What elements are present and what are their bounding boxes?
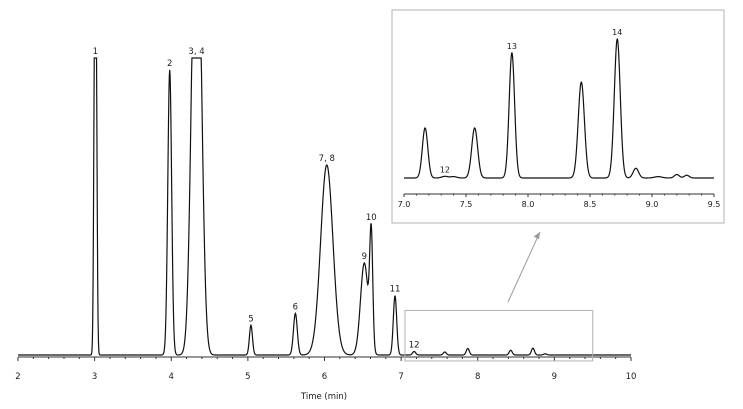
main-x-tick-labels: 2 3 4 5 6 7 8 9 10	[15, 372, 636, 382]
peak-label: 9	[362, 252, 367, 262]
x-tick-label: 7.5	[460, 200, 473, 209]
peak-label: 3, 4	[188, 47, 204, 57]
peak-label: 14	[612, 28, 622, 37]
x-tick-label: 7.0	[398, 200, 411, 209]
inset-frame	[391, 9, 725, 224]
x-tick-label: 3	[92, 372, 97, 382]
inset-trace-line	[404, 38, 714, 179]
inset-chromatogram: 7.0 7.5 8.0 8.5 9.0 9.5 12 13 14	[391, 9, 725, 224]
x-tick-label: 6	[322, 372, 327, 382]
x-axis-title: Time (min)	[300, 392, 347, 402]
inset-peak-labels: 12 13 14	[440, 28, 623, 174]
peak-label: 10	[366, 213, 377, 223]
x-tick-label: 2	[15, 372, 20, 382]
zoom-arrow-line	[507, 231, 541, 303]
peak-label: 7, 8	[319, 154, 335, 164]
x-tick-label: 10	[626, 372, 637, 382]
x-tick-label: 5	[245, 372, 250, 382]
x-tick-label: 8.5	[584, 200, 597, 209]
peak-label: 6	[293, 302, 298, 312]
peak-label: 12	[409, 340, 420, 350]
main-x-ticks	[17, 357, 632, 361]
peak-label: 11	[390, 285, 401, 295]
x-tick-label: 9	[552, 372, 557, 382]
zoom-arrowhead	[533, 232, 540, 240]
x-tick-label: 8	[475, 372, 480, 382]
x-tick-label: 9.5	[708, 200, 721, 209]
peak-label: 5	[248, 314, 253, 324]
x-tick-label: 4	[169, 372, 174, 382]
peak-label: 13	[507, 42, 517, 51]
main-trace-line	[18, 57, 631, 356]
inset-x-ticks	[403, 194, 715, 197]
inset-x-tick-labels: 7.0 7.5 8.0 8.5 9.0 9.5	[398, 200, 721, 209]
peak-label: 1	[93, 47, 98, 57]
peak-label: 2	[167, 59, 172, 69]
x-tick-label: 8.0	[522, 200, 535, 209]
peak-label: 12	[440, 165, 450, 174]
zoom-connector	[507, 231, 541, 303]
zoom-region-box	[404, 309, 594, 362]
x-tick-label: 7	[398, 372, 403, 382]
x-tick-label: 9.0	[646, 200, 659, 209]
